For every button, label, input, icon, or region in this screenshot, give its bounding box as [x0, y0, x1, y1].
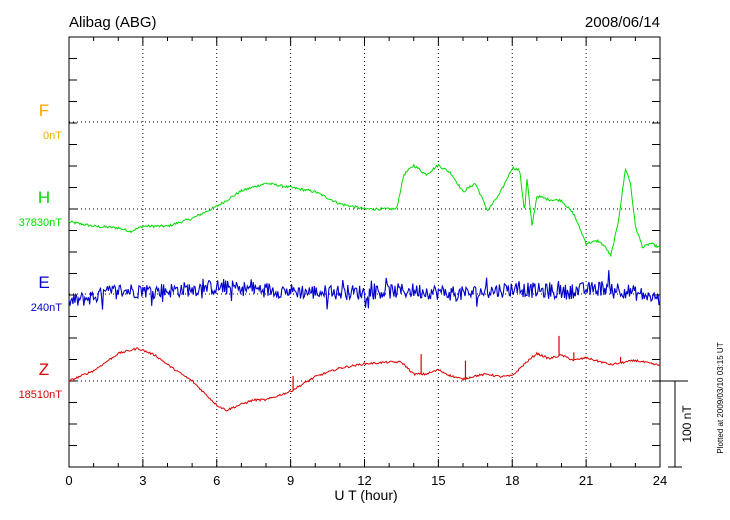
series-baseline-f: 0nT: [43, 130, 62, 142]
x-tick-label-15: 15: [431, 473, 445, 488]
x-tick-label-9: 9: [287, 473, 294, 488]
x-tick-label-12: 12: [357, 473, 371, 488]
x-axis-tick-labels: 0 3 6 9 12 15 18 21 24: [65, 473, 667, 488]
series-baseline-z: 18510nT: [19, 389, 63, 401]
x-tick-label-21: 21: [579, 473, 593, 488]
date-title: 2008/06/14: [585, 14, 660, 31]
x-axis-label: U T (hour): [334, 487, 397, 503]
series-lines: [68, 163, 661, 412]
x-tick-label-6: 6: [213, 473, 220, 488]
x-tick-label-0: 0: [65, 473, 72, 488]
series-line-h: [68, 163, 661, 258]
series-name-z: Z: [39, 360, 49, 379]
series-baseline-h: 37830nT: [19, 217, 63, 229]
station-title: Alibag (ABG): [69, 14, 157, 31]
plotted-note: Plotted at 2009/03/10 03:15 UT: [716, 342, 725, 453]
x-tick-label-18: 18: [505, 473, 519, 488]
series-labels: F 0nT H 37830nT E 240nT Z 18510nT: [19, 101, 63, 401]
series-baseline-e: 240nT: [31, 302, 62, 314]
series-name-f: F: [39, 101, 49, 120]
minor-ticks: [69, 58, 660, 446]
series-line-e: [68, 270, 661, 310]
series-name-h: H: [38, 188, 50, 207]
scale-bar: [660, 380, 688, 468]
grid-lines: [69, 37, 660, 467]
x-axis-ticks: [68, 37, 661, 467]
series-line-z: [68, 347, 661, 412]
scale-bar-label: 100 nT: [680, 405, 694, 443]
x-tick-label-24: 24: [653, 473, 667, 488]
x-tick-label-3: 3: [139, 473, 146, 488]
series-name-e: E: [38, 273, 49, 292]
